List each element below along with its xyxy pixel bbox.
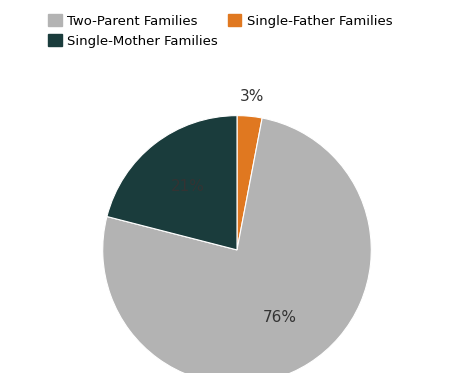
Wedge shape <box>103 118 371 373</box>
Text: 21%: 21% <box>171 179 205 194</box>
Legend: Two-Parent Families, Single-Mother Families, Single-Father Families: Two-Parent Families, Single-Mother Famil… <box>45 10 396 52</box>
Text: 76%: 76% <box>263 310 297 325</box>
Wedge shape <box>107 116 237 250</box>
Text: 3%: 3% <box>239 89 264 104</box>
Wedge shape <box>237 116 262 250</box>
